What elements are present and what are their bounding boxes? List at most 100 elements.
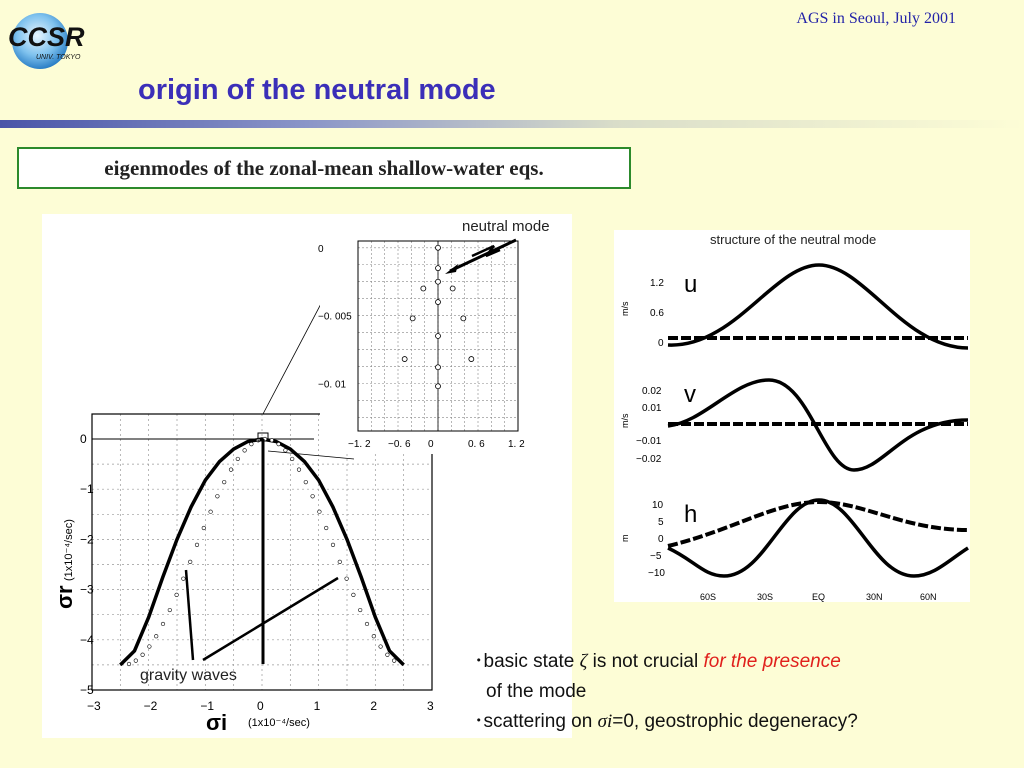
panel-v-tick-2: 0.01 — [642, 403, 662, 414]
y-tick-label: −2 — [80, 532, 94, 546]
eigenvalue-point — [133, 658, 138, 663]
struct-xtick-2: 30S — [757, 592, 773, 602]
struct-xtick-3: EQ — [812, 592, 825, 602]
inset-tick-labels: −1. 2 −0. 6 0 0. 6 1. 2 0 −0. 005 −0. 01 — [318, 244, 525, 450]
eigenvalue-point — [324, 525, 329, 531]
eigenvalue-point — [222, 480, 227, 485]
y-tick-label: −1 — [80, 482, 94, 496]
eigenvalue-point — [344, 576, 349, 581]
bullet-2-post: =0, geostrophic degeneracy? — [612, 711, 858, 732]
inset-point — [449, 285, 456, 292]
y-tick-label: −5 — [80, 683, 94, 697]
panel-h-tick-5: −10 — [648, 568, 665, 579]
y-axis-units: (1x10⁻⁴/sec) — [63, 519, 75, 581]
inset-point — [401, 356, 408, 362]
panel-u-tick-3: 0 — [658, 338, 664, 349]
inset-x-tick: 1. 2 — [508, 439, 525, 450]
panel-v-tick-4: −0.02 — [636, 454, 662, 465]
eigenvalue-point — [358, 607, 363, 613]
logo-text: CCSR — [8, 22, 85, 52]
subtitle-text: eigenmodes of the zonal-mean shallow-wat… — [104, 155, 544, 180]
event-label: AGS in Seoul, July 2001 — [796, 10, 956, 27]
bullet-scattering: ･scattering on σi=0, geostrophic degener… — [474, 711, 858, 734]
eigenvalue-point — [392, 658, 397, 663]
zeta-symbol: ζ — [579, 651, 588, 672]
inset-point — [409, 315, 416, 322]
eigenvalue-point — [290, 456, 295, 462]
eigenvalue-figure: −3 −2 −1 0 1 2 3 0 −1 −2 −3 −4 −5 gravity waves σr (… — [42, 214, 572, 738]
gravity-arrow-left — [184, 569, 195, 661]
y-axis-symbol: σr — [52, 585, 77, 609]
eigenvalue-point — [249, 441, 254, 447]
eigenvalue-point — [140, 652, 145, 657]
eigenvalue-point — [188, 559, 193, 564]
eigenvalue-point — [208, 509, 213, 514]
panel-u-var: u — [684, 271, 697, 298]
bullet-1-emphasis: for the presence — [703, 651, 841, 672]
logo-subtext: UNIV. TOKYO — [36, 54, 81, 61]
x-tick-label: −2 — [144, 699, 158, 713]
eigenvalue-point — [283, 448, 288, 453]
inset-eigenvalue-points — [401, 244, 475, 390]
panel-h-tick-3: 0 — [658, 534, 664, 545]
bullet-marker: ･ — [474, 711, 484, 732]
arrow-break — [471, 244, 501, 258]
structure-figure: structure of the neutral mode u m/s 1.2 … — [614, 230, 970, 602]
x-tick-label: 2 — [370, 699, 377, 713]
eigenvalue-point — [228, 467, 234, 472]
inset-point — [435, 244, 441, 251]
x-tick-label: −3 — [87, 699, 101, 713]
inset-x-tick: 0 — [428, 439, 434, 450]
inset-frame — [357, 240, 519, 432]
panel-h-tick-1: 10 — [652, 500, 664, 511]
eigenvalue-point — [242, 448, 247, 453]
eigenvalue-point — [330, 542, 336, 547]
eigenvalue-point — [201, 525, 206, 531]
inset-x-tick: −1. 2 — [348, 439, 371, 450]
struct-xtick-4: 30N — [866, 592, 883, 602]
inset-point — [435, 278, 441, 285]
main-tick-labels: −3 −2 −1 0 1 2 3 0 −1 −2 −3 −4 −5 — [80, 432, 434, 713]
main-plot-frame — [91, 413, 433, 691]
panel-u-unit: m/s — [620, 301, 630, 316]
h-neutral-mode-curve — [667, 498, 969, 578]
bullet-2-text: scattering on — [483, 711, 598, 732]
gravity-waves-label: gravity waves — [140, 667, 237, 684]
eigenvalue-point — [385, 652, 390, 657]
inset-point — [435, 299, 441, 305]
inset-x-tick: −0. 6 — [388, 439, 411, 450]
panel-v-tick-1: 0.02 — [642, 386, 662, 397]
panel-u-tick-2: 0.6 — [650, 308, 664, 319]
struct-xtick-5: 60N — [920, 592, 937, 602]
x-tick-label: 1 — [314, 699, 321, 713]
neutral-mode-label: neutral mode — [462, 218, 550, 235]
subtitle-box: eigenmodes of the zonal-mean shallow-wat… — [17, 147, 631, 189]
x-tick-label: 0 — [257, 699, 264, 713]
eigenvalue-point — [215, 494, 220, 499]
panel-v-tick-3: −0.01 — [636, 436, 662, 447]
eigenvalue-point — [147, 644, 152, 649]
panel-h-unit: m — [620, 535, 630, 543]
inset-point — [435, 383, 441, 390]
eigenvalue-point — [337, 559, 342, 564]
eigenvalue-point — [160, 621, 166, 627]
panel-v-var: v — [684, 381, 696, 408]
eigenvalue-point — [378, 644, 383, 649]
eigenvalue-point — [269, 438, 274, 443]
title-divider — [0, 120, 1024, 128]
slide-title: origin of the neutral mode — [138, 74, 496, 106]
neutral-mode-arrow — [449, 238, 517, 273]
eigenvalue-point — [364, 621, 370, 627]
eigenvalue-point — [317, 509, 322, 514]
zoom-line-bottom — [267, 450, 355, 460]
panel-h-tick-4: −5 — [650, 551, 662, 562]
inset-point — [435, 265, 441, 272]
inset-y-tick: −0. 01 — [318, 380, 347, 391]
eigenvalue-point — [154, 634, 159, 639]
inset-y-tick: −0. 005 — [318, 312, 352, 323]
eigenvalue-point — [371, 634, 376, 639]
inset-y-tick: 0 — [318, 244, 324, 255]
panel-u-tick-1: 1.2 — [650, 278, 664, 289]
x-tick-label: −1 — [200, 699, 214, 713]
x-tick-label: 3 — [427, 699, 434, 713]
